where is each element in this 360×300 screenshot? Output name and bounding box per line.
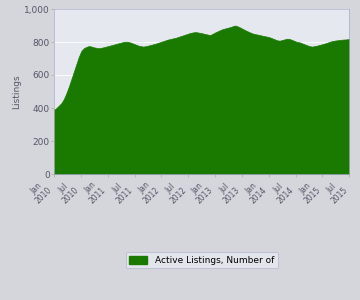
- Legend: Active Listings, Number of: Active Listings, Number of: [126, 252, 278, 268]
- Y-axis label: Listings: Listings: [12, 74, 21, 109]
